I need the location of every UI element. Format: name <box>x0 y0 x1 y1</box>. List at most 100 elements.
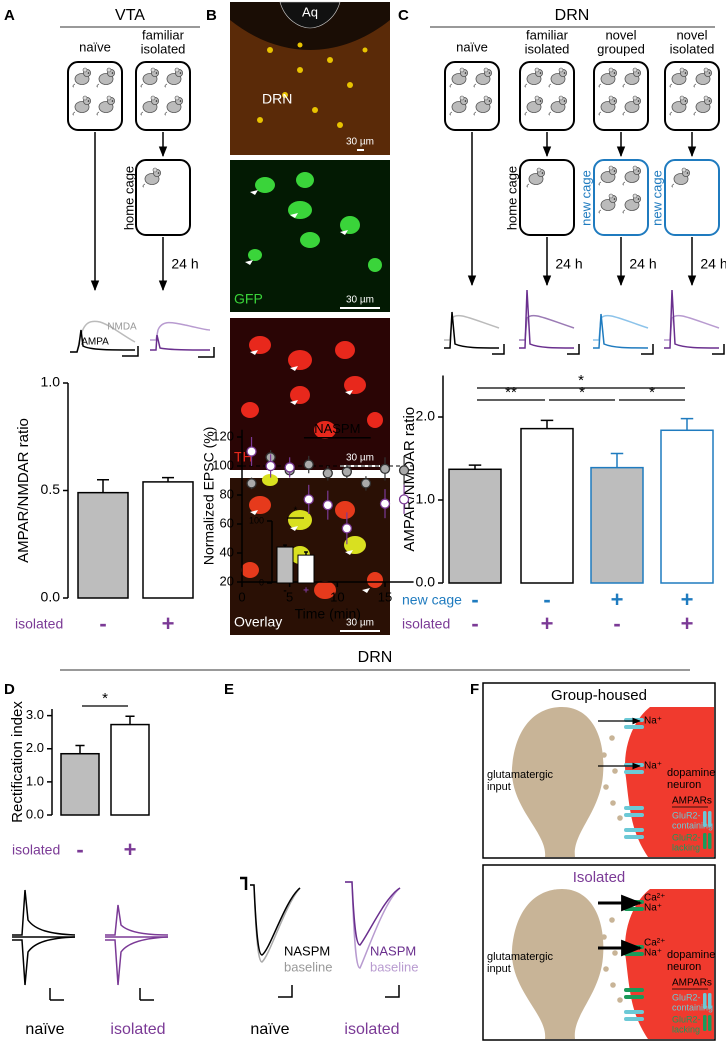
bar <box>520 427 574 584</box>
scale-bar <box>139 988 154 1001</box>
label: new cage <box>649 170 664 226</box>
scale-bar <box>641 344 654 355</box>
significance-label: * <box>294 506 298 517</box>
category-label: - <box>471 587 478 612</box>
trace <box>444 311 500 349</box>
stimulus <box>240 876 248 890</box>
trace <box>105 936 169 986</box>
panel-letter: F <box>470 681 479 698</box>
point <box>379 463 391 475</box>
category-label: - <box>613 611 620 636</box>
trace <box>519 289 575 349</box>
label: novel <box>605 27 636 42</box>
row-label: isolated <box>15 616 63 632</box>
vesicle <box>612 768 618 774</box>
x-tick-label: 0 <box>238 589 245 604</box>
error-bar <box>680 417 694 431</box>
point <box>398 494 410 505</box>
row-label: isolated <box>402 616 450 632</box>
cage <box>135 159 191 236</box>
receptor <box>624 806 644 810</box>
y-tick-label: 3.0 <box>26 707 44 722</box>
category-label: - <box>543 587 550 612</box>
annotation: NASPM <box>314 421 360 436</box>
scale-bar <box>712 344 725 355</box>
bar <box>590 466 644 584</box>
label: 30 µm <box>346 618 374 629</box>
label: glutamatergic <box>487 951 554 963</box>
x-tick-label: 15 <box>378 589 392 604</box>
label: GluR2- <box>672 832 701 842</box>
panel-letter: E <box>224 681 234 698</box>
trace <box>345 881 401 946</box>
label: Group-housed <box>551 687 647 704</box>
label: 30 µm <box>346 137 374 148</box>
trace <box>12 936 76 986</box>
cells <box>248 172 382 272</box>
label: Aq <box>302 4 318 19</box>
y-tick-label: 100 <box>249 515 264 525</box>
label: Na⁺ <box>644 761 662 772</box>
significance-label: * <box>102 690 108 707</box>
significance-label: * <box>579 384 585 401</box>
input-terminal <box>511 889 604 1039</box>
y-tick-label: 2.0 <box>416 408 436 424</box>
y-axis-label: AMPAR/NMDAR ratio <box>401 407 418 552</box>
point <box>303 494 314 505</box>
x-axis-label: Time (min) <box>295 606 361 622</box>
y-tick-label: 80 <box>220 486 234 501</box>
label: grouped <box>597 41 645 56</box>
point <box>322 499 333 511</box>
receptor <box>624 828 644 832</box>
label: 24 h <box>555 256 582 272</box>
label: Overlay <box>234 614 282 630</box>
trace <box>150 334 211 351</box>
category-label: + <box>611 587 624 612</box>
row-label: isolated <box>12 842 60 858</box>
panel-letter: A <box>4 7 15 24</box>
category-label: + <box>681 587 694 612</box>
y-tick-label: 1.0 <box>416 491 436 507</box>
legend-receptor <box>708 811 712 827</box>
y-tick-label: 2.0 <box>26 740 44 755</box>
receptor <box>624 770 644 774</box>
point <box>341 523 353 534</box>
y-axis-label: Normalized EPSC (%) <box>201 427 217 565</box>
scale-bar <box>49 988 64 1001</box>
scale-bar <box>385 985 400 998</box>
cells <box>241 496 383 599</box>
error-bar <box>75 744 85 754</box>
vesicle <box>610 800 616 806</box>
label: Ca²⁺ <box>644 893 665 904</box>
label: glutamatergic <box>487 769 554 781</box>
trace <box>70 329 136 353</box>
label: neuron <box>667 961 701 973</box>
vesicle <box>603 784 609 790</box>
label: isolated <box>670 41 715 56</box>
significance-label: ** <box>505 384 517 401</box>
point <box>360 478 372 489</box>
vesicle <box>610 982 616 988</box>
panel-letter: C <box>398 7 409 24</box>
label: familiar <box>526 27 569 42</box>
label: home cage <box>121 166 136 230</box>
point <box>246 478 257 489</box>
legend-receptor <box>703 833 707 849</box>
scale-bar <box>198 347 215 358</box>
label: Ca²⁺ <box>644 938 665 949</box>
label: 30 µm <box>346 295 374 306</box>
label: AMPARs <box>672 978 712 989</box>
error-bar <box>540 419 554 429</box>
label: novel <box>676 27 707 42</box>
label: neuron <box>667 779 701 791</box>
label: naïve <box>250 1021 289 1038</box>
legend-receptor <box>703 811 707 827</box>
panel-title: DRN <box>358 649 393 666</box>
label: GluR2- <box>672 992 701 1002</box>
receptor <box>624 907 644 911</box>
significance-label: * <box>578 372 584 389</box>
micrograph-texture <box>230 20 390 155</box>
y-tick-label: 120 <box>212 428 234 443</box>
bar <box>142 481 194 599</box>
vesicle <box>609 917 615 923</box>
